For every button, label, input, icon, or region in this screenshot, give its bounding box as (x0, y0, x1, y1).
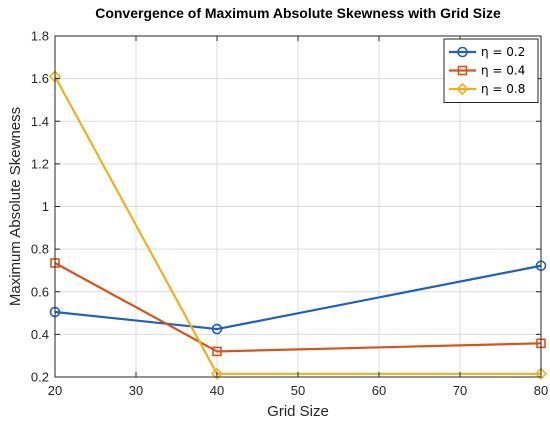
legend-label: η = 0.8 (481, 82, 525, 96)
legend-entry: η = 0.2 (449, 45, 525, 59)
series-line (54, 262, 542, 353)
y-tick-label: 1.8 (31, 29, 49, 44)
data-point-marker (210, 367, 224, 380)
x-tick-label: 70 (453, 383, 467, 398)
y-tick-label: 0.6 (31, 284, 49, 299)
data-point-marker (457, 46, 468, 58)
chart-title: Convergence of Maximum Absolute Skewness… (95, 5, 501, 21)
data-point-marker (457, 65, 468, 76)
y-axis-label: Maximum Absolute Skewness (7, 107, 24, 306)
y-tick-label: 0.8 (31, 242, 49, 257)
x-tick-label: 30 (129, 383, 143, 398)
y-tick-label: 0.2 (31, 370, 49, 385)
y-tick-label: 1 (42, 199, 49, 214)
data-point-marker (456, 82, 469, 96)
legend-label: η = 0.4 (481, 64, 525, 78)
y-tick-label: 1.2 (31, 156, 49, 171)
legend-label: η = 0.2 (481, 45, 525, 59)
x-tick-label: 60 (372, 383, 386, 398)
axis-ticks: 20 30 40 50 60 70 80 0.2 0.4 0.6 0.8 1 1.2 1.4 1.6 1.8 (31, 29, 548, 399)
data-point-marker (211, 323, 223, 335)
data-point-marker (212, 346, 222, 357)
x-tick-label: 80 (534, 383, 548, 398)
y-tick-label: 1.6 (31, 71, 49, 86)
x-axis-label: Grid Size (267, 403, 329, 420)
data-point-marker (534, 367, 548, 380)
y-tick-label: 1.4 (31, 114, 49, 129)
series-line (54, 264, 542, 331)
y-tick-label: 0.4 (31, 327, 49, 342)
x-tick-label: 40 (210, 383, 224, 398)
legend-entry: η = 0.4 (449, 64, 525, 78)
legend: η = 0.2 η = 0.4 η = 0.8 (443, 38, 539, 103)
x-tick-label: 20 (48, 383, 62, 398)
legend-entry: η = 0.8 (449, 82, 525, 96)
x-tick-label: 50 (291, 383, 305, 398)
